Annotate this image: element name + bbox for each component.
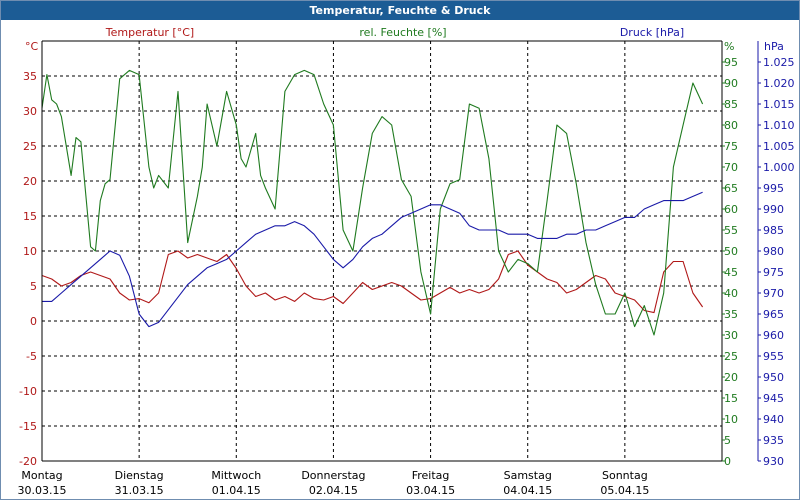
pressure-tick-label: 1.025 xyxy=(763,56,795,69)
humidity-tick-label: 95 xyxy=(724,56,738,69)
temperature-tick-label: 35 xyxy=(23,70,37,83)
pressure-tick-label: 945 xyxy=(763,392,784,405)
pressure-tick-label: 965 xyxy=(763,308,784,321)
pressure-tick-label: 970 xyxy=(763,287,784,300)
humidity-tick-label: 0 xyxy=(724,455,731,468)
left-axis-unit: °C xyxy=(25,40,39,53)
humidity-tick-label: 80 xyxy=(724,119,738,132)
humidity-tick-label: 40 xyxy=(724,287,738,300)
pressure-tick-label: 995 xyxy=(763,182,784,195)
pressure-axis-label: Druck [hPa] xyxy=(620,26,684,39)
temperature-tick-label: 0 xyxy=(30,315,37,328)
temperature-tick-label: 15 xyxy=(23,210,37,223)
pressure-tick-label: 1.000 xyxy=(763,161,795,174)
pressure-tick-label: 935 xyxy=(763,434,784,447)
temperature-tick-label: 5 xyxy=(30,280,37,293)
humidity-tick-label: 85 xyxy=(724,98,738,111)
pressure-axis-unit: hPa xyxy=(764,40,784,53)
pressure-series-line xyxy=(42,191,703,328)
pressure-tick-label: 1.020 xyxy=(763,77,795,90)
grid xyxy=(42,41,722,461)
humidity-tick-label: 10 xyxy=(724,413,738,426)
pressure-tick-label: 950 xyxy=(763,371,784,384)
temperature-tick-label: 30 xyxy=(23,105,37,118)
humidity-tick-label: 90 xyxy=(724,77,738,90)
humidity-tick-label: 70 xyxy=(724,161,738,174)
x-tick-date: 04.04.15 xyxy=(503,484,552,497)
humidity-tick-label: 15 xyxy=(724,392,738,405)
x-tick-day: Sonntag xyxy=(602,469,648,482)
humidity-series-line xyxy=(41,69,704,336)
x-tick-day: Donnerstag xyxy=(301,469,365,482)
temperature-tick-label: -10 xyxy=(19,385,37,398)
left-axis-label: Temperatur [°C] xyxy=(105,26,194,39)
temperature-tick-label: 10 xyxy=(23,245,37,258)
pressure-tick-label: 990 xyxy=(763,203,784,216)
humidity-tick-label: 20 xyxy=(724,371,738,384)
humidity-tick-label: 45 xyxy=(724,266,738,279)
pressure-tick-label: 985 xyxy=(763,224,784,237)
x-tick-day: Mittwoch xyxy=(211,469,261,482)
x-tick-date: 03.04.15 xyxy=(406,484,455,497)
humidity-tick-label: 5 xyxy=(724,434,731,447)
pressure-tick-label: 1.010 xyxy=(763,119,795,132)
humidity-tick-label: 60 xyxy=(724,203,738,216)
x-tick-date: 05.04.15 xyxy=(600,484,649,497)
humidity-tick-label: 65 xyxy=(724,182,738,195)
x-tick-date: 30.03.15 xyxy=(18,484,67,497)
pressure-tick-label: 980 xyxy=(763,245,784,258)
series-lines xyxy=(41,69,704,336)
x-tick-date: 31.03.15 xyxy=(115,484,164,497)
humidity-tick-label: 25 xyxy=(724,350,738,363)
pressure-tick-label: 1.015 xyxy=(763,98,795,111)
humidity-tick-label: 35 xyxy=(724,308,738,321)
humidity-axis-unit: % xyxy=(724,40,734,53)
x-tick-day: Freitag xyxy=(412,469,450,482)
pressure-tick-label: 930 xyxy=(763,455,784,468)
pressure-tick-label: 940 xyxy=(763,413,784,426)
pressure-tick-label: 975 xyxy=(763,266,784,279)
humidity-axis-label: rel. Feuchte [%] xyxy=(359,26,446,39)
pressure-tick-label: 1.005 xyxy=(763,140,795,153)
window-title: Temperatur, Feuchte & Druck xyxy=(1,1,799,20)
x-tick-date: 02.04.15 xyxy=(309,484,358,497)
x-tick-day: Montag xyxy=(21,469,62,482)
temperature-tick-label: 20 xyxy=(23,175,37,188)
humidity-tick-label: 75 xyxy=(724,140,738,153)
x-tick-date: 01.04.15 xyxy=(212,484,261,497)
temperature-tick-label: -20 xyxy=(19,455,37,468)
x-tick-day: Samstag xyxy=(504,469,552,482)
temperature-tick-label: -15 xyxy=(19,420,37,433)
humidity-tick-label: 30 xyxy=(724,329,738,342)
temperature-series-line xyxy=(41,250,704,314)
temperature-tick-label: -5 xyxy=(26,350,37,363)
pressure-tick-label: 960 xyxy=(763,329,784,342)
temperature-tick-label: 25 xyxy=(23,140,37,153)
x-tick-day: Dienstag xyxy=(115,469,164,482)
humidity-tick-label: 50 xyxy=(724,245,738,258)
humidity-tick-label: 55 xyxy=(724,224,738,237)
pressure-tick-label: 955 xyxy=(763,350,784,363)
axes: 35302520151050-5-10-15-20Montag30.03.15D… xyxy=(18,40,795,497)
